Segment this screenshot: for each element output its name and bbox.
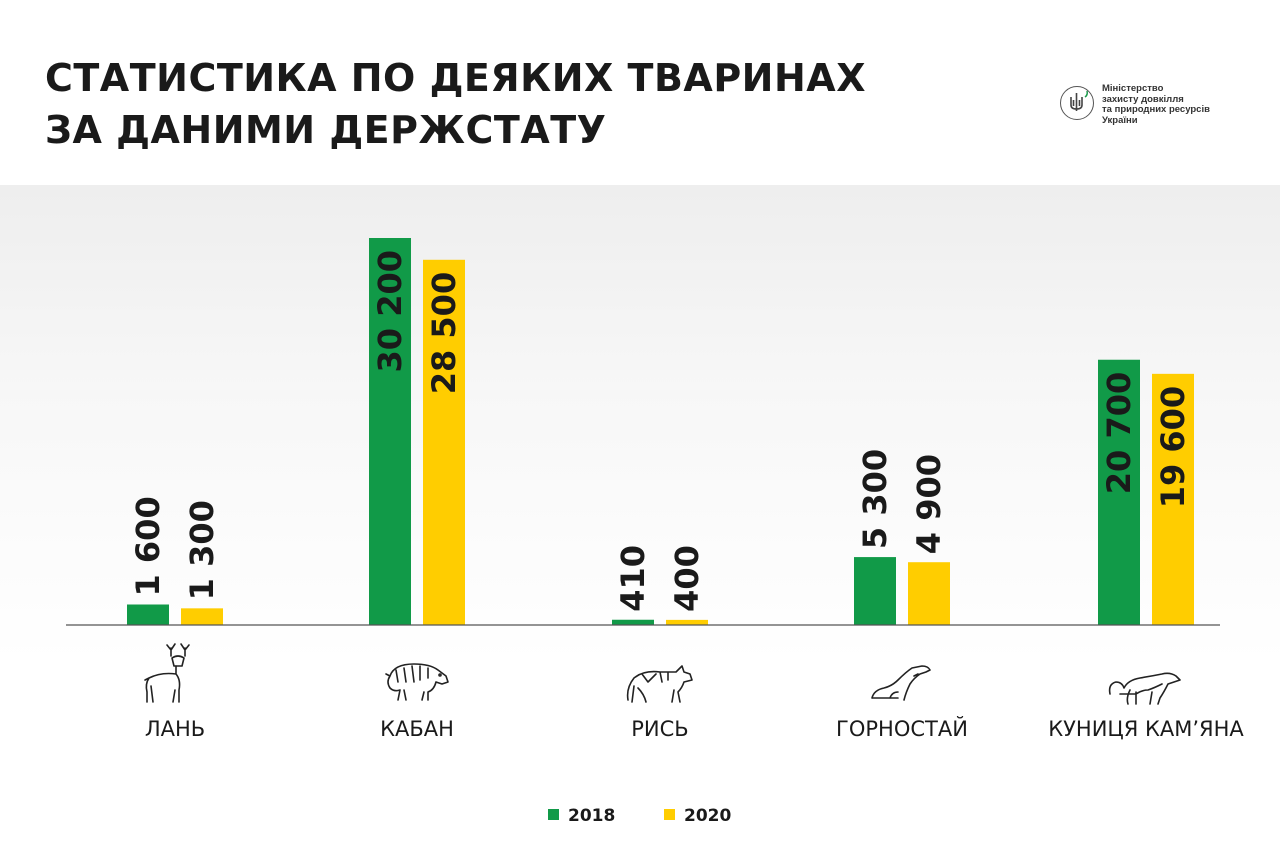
deer-icon <box>144 643 190 703</box>
legend-item-2018: 2018 <box>548 806 615 826</box>
value-label-2020-3: 4 900 <box>910 454 948 554</box>
bar-2018-0 <box>127 604 169 625</box>
category-label: ГОРНОСТАЙ <box>836 716 968 741</box>
legend-swatch-2018 <box>548 808 559 820</box>
bar-2018-1 <box>369 238 411 625</box>
bar-2020-4 <box>1152 373 1194 625</box>
ministry-logo: Міністерство захисту довкілля та природн… <box>1060 83 1262 126</box>
ministry-name: Міністерство захисту довкілля та природн… <box>1102 83 1262 126</box>
boar-icon <box>385 663 449 701</box>
ministry-name-line-4: України <box>1102 114 1138 126</box>
ministry-name-line-2: захисту довкілля <box>1102 93 1184 105</box>
category-label: КУНИЦЯ КАМ’ЯНА <box>1048 717 1244 741</box>
value-label-2018-3: 5 300 <box>856 449 894 549</box>
title-line-2: ЗА ДАНИМИ ДЕРЖСТАТУ <box>45 108 607 152</box>
bar-2020-0 <box>181 608 223 625</box>
category-label: РИСЬ <box>631 717 688 741</box>
lynx-icon <box>626 665 693 703</box>
value-label-2020-4: 19 600 <box>1154 386 1192 508</box>
stoat-icon <box>871 665 931 701</box>
bar-2018-2 <box>612 619 654 625</box>
ministry-name-line-1: Міністерство <box>1102 83 1164 94</box>
legend-swatch-2020 <box>664 808 675 820</box>
legend-label-2020: 2020 <box>684 806 732 826</box>
value-label-2020-2: 400 <box>668 545 706 612</box>
value-label-2018-2: 410 <box>614 545 652 612</box>
bar-2020-3 <box>908 562 950 625</box>
value-label-2018-0: 1 600 <box>129 496 167 596</box>
value-label-2020-1: 28 500 <box>425 272 463 394</box>
bar-2018-4 <box>1098 359 1140 625</box>
value-label-2018-1: 30 200 <box>371 250 409 372</box>
bar-2020-1 <box>423 259 465 625</box>
value-label-2018-4: 20 700 <box>1100 372 1138 494</box>
category-label: КАБАН <box>380 717 454 741</box>
stone-marten-icon <box>1108 672 1181 705</box>
legend-label-2018: 2018 <box>568 806 616 826</box>
title-line-1: СТАТИСТИКА ПО ДЕЯКИХ ТВАРИНАХ <box>45 56 866 100</box>
bar-2018-3 <box>854 557 896 625</box>
bars-group: 1 600 30 200 410 5 300 20 700 1 300 28 500 400 4… <box>127 238 1194 625</box>
bar-2020-2 <box>666 619 708 625</box>
category-label: ЛАНЬ <box>145 717 205 741</box>
value-label-2020-0: 1 300 <box>183 500 221 600</box>
page-title: СТАТИСТИКА ПО ДЕЯКИХ ТВАРИНАХ ЗА ДАНИМИ … <box>45 52 866 156</box>
trident-emblem-icon <box>1060 86 1094 120</box>
chart-background <box>0 185 1280 867</box>
ministry-name-line-3: та природних ресурсів <box>1102 104 1210 115</box>
legend-item-2020: 2020 <box>664 806 731 826</box>
